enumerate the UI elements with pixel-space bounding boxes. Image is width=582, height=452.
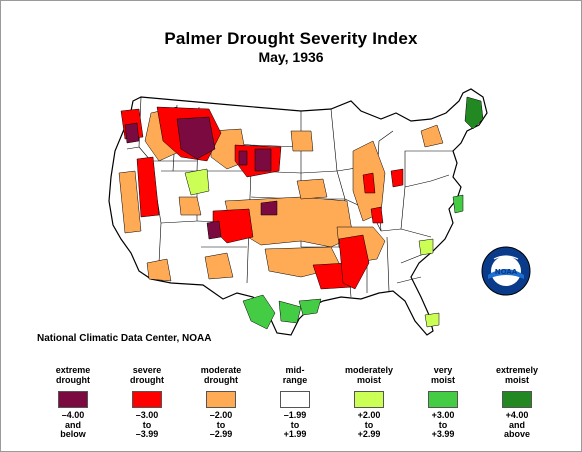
legend-range-line: below [60, 429, 86, 439]
legend-item: extreme drought –4.00 and below [33, 365, 113, 440]
legend-label: very moist [403, 365, 483, 387]
noaa-logo-text: NOAA [495, 268, 518, 276]
legend-range: +4.00 and above [477, 410, 557, 440]
legend-label: severe drought [107, 365, 187, 387]
legend-swatch [132, 391, 162, 408]
legend-item: very moist +3.00 to +3.99 [403, 365, 483, 440]
extreme-drought-region [260, 200, 278, 216]
severe-drought-region [136, 156, 160, 218]
legend-range-line: –2.00 [209, 410, 233, 420]
moderate-drought-region [290, 130, 314, 152]
legend-range-line: –3.99 [135, 429, 159, 439]
legend-swatch [428, 391, 458, 408]
legend-label-line: moist [430, 375, 455, 385]
extreme-drought-region [176, 116, 216, 160]
moderate-drought-region [118, 170, 142, 234]
extreme-drought-region [124, 122, 140, 144]
legend-range-line: +3.00 [431, 410, 455, 420]
map-subtitle: May, 1936 [258, 49, 324, 65]
extremely-moist-region [464, 96, 484, 130]
severe-drought-region [370, 206, 384, 224]
legend-swatch [280, 391, 310, 408]
legend-label-line: mid- [285, 365, 305, 375]
legend-range-line: above [503, 429, 530, 439]
legend-range-line: to [142, 419, 152, 430]
moderately-moist-region [418, 238, 434, 256]
legend-range: –2.00 to –2.99 [181, 410, 261, 440]
legend-range-line: +4.00 [505, 410, 529, 420]
map-title: Palmer Drought Severity Index [164, 29, 418, 48]
moderate-drought-region [296, 178, 328, 200]
legend-range: –4.00 and below [33, 410, 113, 440]
legend-label: extreme drought [33, 365, 113, 387]
credit-text: National Climatic Data Center, NOAA [37, 333, 212, 344]
moderate-drought-region [178, 196, 202, 216]
legend-label-line: moderate [200, 365, 242, 375]
legend-label-line: moist [356, 375, 381, 385]
legend-range-line: –4.00 [61, 410, 85, 420]
legend-label-line: extremely [495, 365, 539, 375]
legend-item: extremely moist +4.00 and above [477, 365, 557, 440]
moderate-drought-region [204, 252, 234, 280]
legend-range-line: –1.99 [283, 410, 307, 420]
legend-label: extremely moist [477, 365, 557, 387]
legend-range-line: –2.99 [209, 429, 233, 439]
legend-range: –1.99 to +1.99 [255, 410, 335, 440]
severe-drought-region [362, 172, 376, 194]
legend-label-line: very [433, 365, 453, 375]
legend-range: +2.00 to +2.99 [329, 410, 409, 440]
legend-range: +3.00 to +3.99 [403, 410, 483, 440]
legend-label-line: range [282, 375, 308, 385]
legend: extreme drought –4.00 and below severe drought… [33, 365, 563, 445]
extreme-drought-region [238, 150, 248, 166]
legend-label-line: extreme [55, 365, 91, 375]
legend-range-line: +3.99 [431, 429, 455, 439]
legend-item: severe drought –3.00 to –3.99 [107, 365, 187, 440]
moderate-drought-region [420, 124, 444, 148]
legend-swatch [502, 391, 532, 408]
legend-range-line: +2.99 [357, 429, 381, 439]
legend-range: –3.00 to –3.99 [107, 410, 187, 440]
legend-label-line: drought [56, 375, 90, 385]
climate-divisions [118, 96, 484, 330]
legend-range-line: to [216, 419, 226, 430]
legend-range-line: to [438, 419, 448, 430]
legend-range-line: +1.99 [283, 429, 307, 439]
legend-label-line: severe [132, 365, 162, 375]
legend-range-line: to [364, 419, 374, 430]
legend-label-line: moist [504, 375, 529, 385]
legend-label-line: drought [204, 375, 238, 385]
legend-label: mid-range [255, 365, 335, 387]
extreme-drought-region [206, 220, 222, 240]
severe-drought-region [338, 234, 370, 290]
legend-range-line: and [508, 419, 525, 430]
legend-range-line: to [290, 419, 300, 430]
very-moist-region [278, 300, 302, 324]
legend-label: moderate drought [181, 365, 261, 387]
noaa-logo-icon: NOAA [481, 246, 531, 296]
legend-label-line: moderately [344, 365, 394, 375]
legend-range-line: and [64, 419, 81, 430]
legend-label-line: drought [130, 375, 164, 385]
moderately-moist-region [184, 168, 210, 196]
extreme-drought-region [254, 148, 272, 172]
moderate-drought-region [146, 258, 172, 282]
legend-item: moderately moist +2.00 to +2.99 [329, 365, 409, 440]
legend-swatch [58, 391, 88, 408]
moderately-moist-region [424, 312, 440, 328]
legend-item: mid-range –1.99 to +1.99 [255, 365, 335, 440]
very-moist-region [452, 194, 464, 214]
legend-range-line: +2.00 [357, 410, 381, 420]
very-moist-region [298, 298, 322, 316]
very-moist-region [242, 294, 276, 330]
legend-item: moderate drought –2.00 to –2.99 [181, 365, 261, 440]
legend-range-line: –3.00 [135, 410, 159, 420]
legend-swatch [206, 391, 236, 408]
severe-drought-region [390, 168, 404, 188]
legend-swatch [354, 391, 384, 408]
legend-label: moderately moist [329, 365, 409, 387]
